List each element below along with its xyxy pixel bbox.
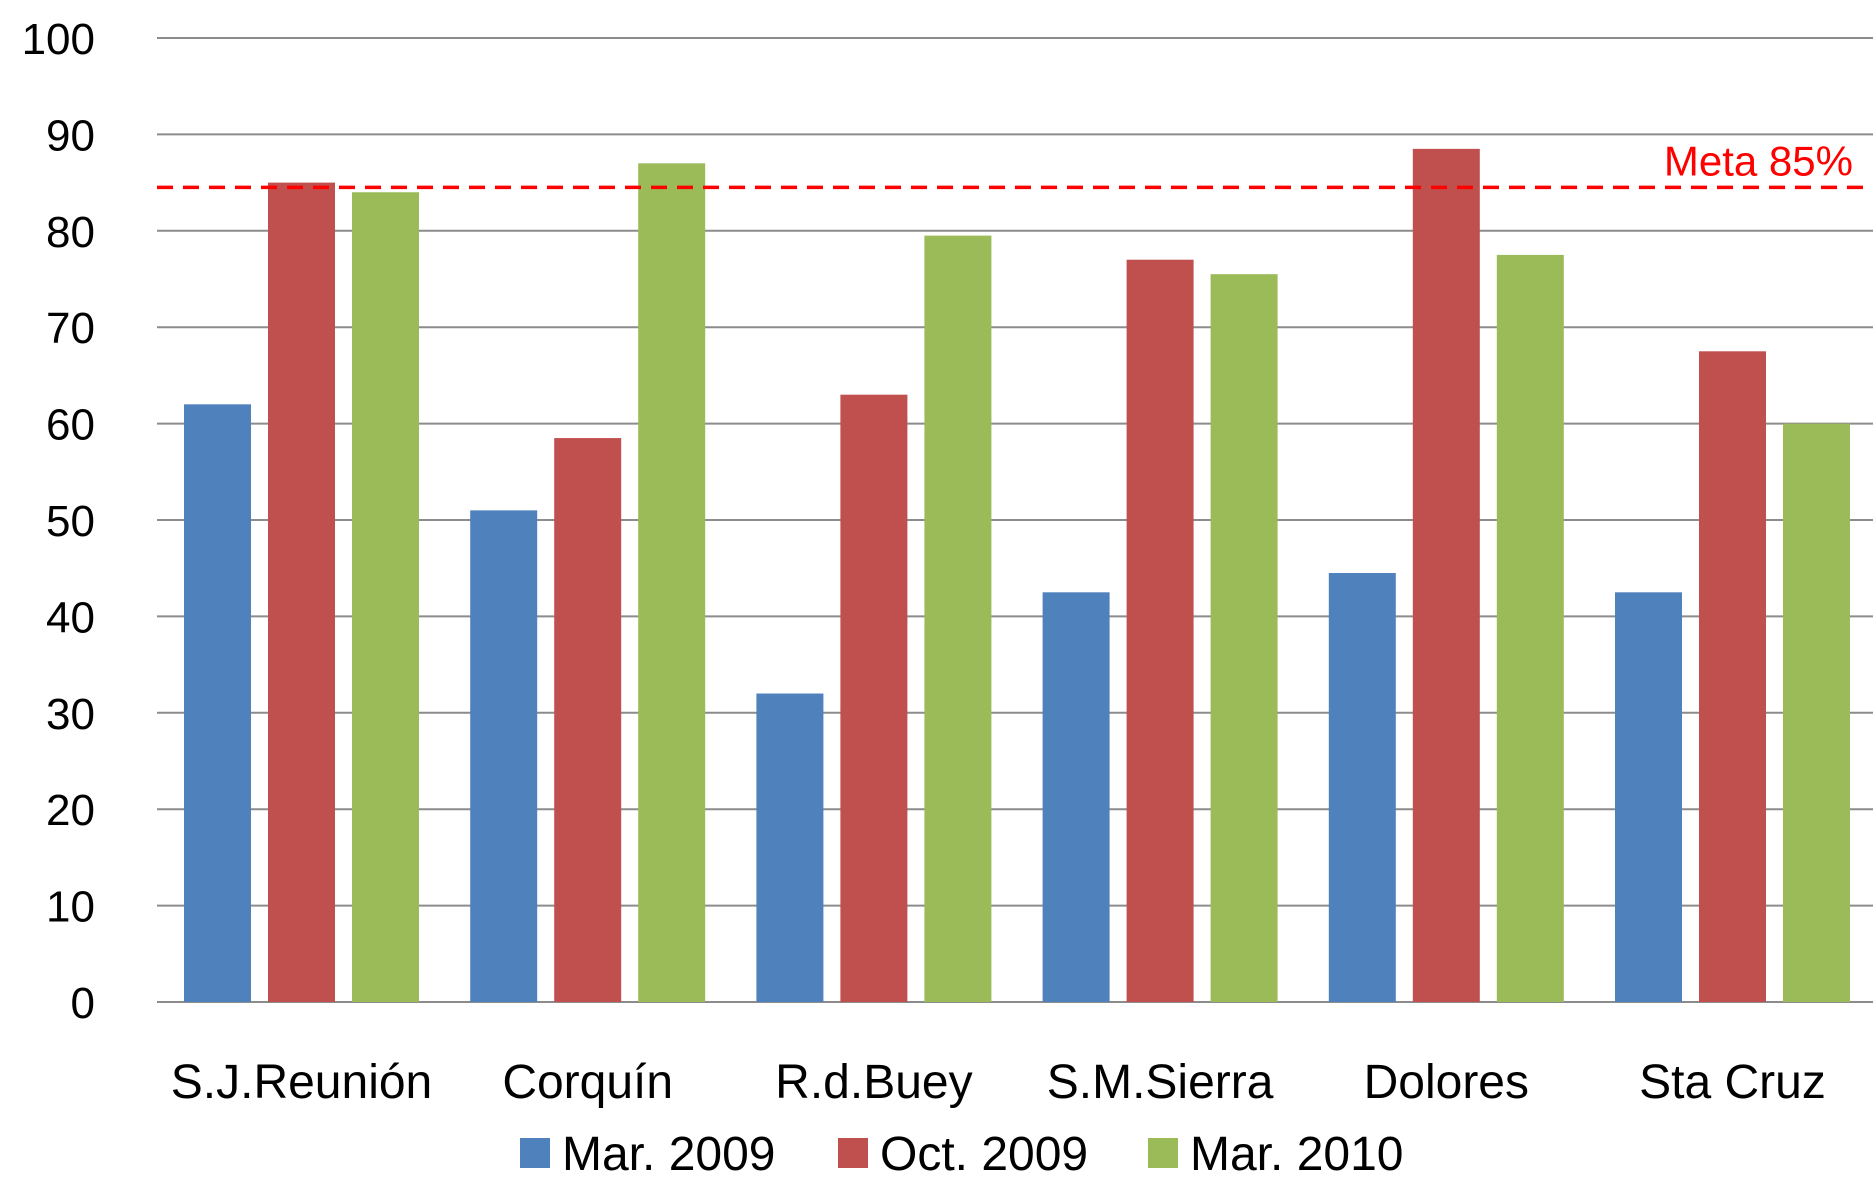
legend-swatch <box>520 1138 550 1168</box>
x-tick-label: Dolores <box>1364 1056 1529 1109</box>
y-tick-label: 0 <box>71 979 95 1028</box>
reference-line-label: Meta 85% <box>1664 137 1853 184</box>
bar-1-1 <box>184 404 251 1002</box>
y-tick-label: 30 <box>46 690 95 739</box>
legend-swatch <box>838 1138 868 1168</box>
y-tick-label: 90 <box>46 111 95 160</box>
bars <box>184 148 1850 1003</box>
legend: Mar. 2009 Oct. 2009 Mar. 2010 <box>520 1128 1403 1178</box>
y-tick-label: 60 <box>46 401 95 450</box>
y-tick-label: 20 <box>46 786 95 835</box>
bar-3-3 <box>924 235 992 1002</box>
bar-2-6 <box>1699 351 1766 1002</box>
y-tick-label: 50 <box>46 497 95 546</box>
legend-label: Mar. 2009 <box>562 1128 775 1178</box>
bar-2-3 <box>840 394 908 1002</box>
legend-label: Oct. 2009 <box>880 1128 1088 1178</box>
bar-3-4 <box>1210 274 1278 1002</box>
bar-3-1 <box>352 192 419 1003</box>
x-tick-label: Sta Cruz <box>1639 1056 1826 1109</box>
y-tick-label: 80 <box>46 208 95 257</box>
x-tick-label: Corquín <box>502 1056 673 1109</box>
x-tick-label: S.M.Sierra <box>1047 1056 1274 1109</box>
bar-3-2 <box>638 163 706 1002</box>
bar-1-6 <box>1615 592 1682 1002</box>
bar-2-5 <box>1412 148 1480 1003</box>
bar-2-4 <box>1126 259 1194 1003</box>
legend-label: Mar. 2010 <box>1190 1128 1403 1178</box>
gridlines <box>157 37 1873 1003</box>
bar-1-5 <box>1328 573 1396 1002</box>
bar-3-6 <box>1783 423 1850 1003</box>
y-axis-tick-labels: 0 10 20 30 40 50 60 70 80 90 100 <box>22 15 95 1028</box>
y-tick-label: 70 <box>46 304 95 353</box>
bar-1-4 <box>1042 592 1110 1002</box>
legend-swatch <box>1148 1138 1178 1168</box>
y-tick-label: 10 <box>46 883 95 932</box>
x-tick-label: R.d.Buey <box>775 1056 972 1109</box>
x-axis-tick-labels: S.J.Reunión Corquín R.d.Buey S.M.Sierra Dolo… <box>171 1056 1826 1109</box>
bar-1-2 <box>470 510 538 1002</box>
bar-2-2 <box>554 438 622 1002</box>
y-tick-label: 40 <box>46 593 95 642</box>
reference-line-group: Meta 85% <box>157 137 1873 190</box>
bar-2-1 <box>268 182 335 1003</box>
bar-3-5 <box>1496 254 1564 1002</box>
y-tick-label: 100 <box>22 15 95 64</box>
bar-1-3 <box>756 693 824 1002</box>
x-tick-label: S.J.Reunión <box>171 1056 433 1109</box>
